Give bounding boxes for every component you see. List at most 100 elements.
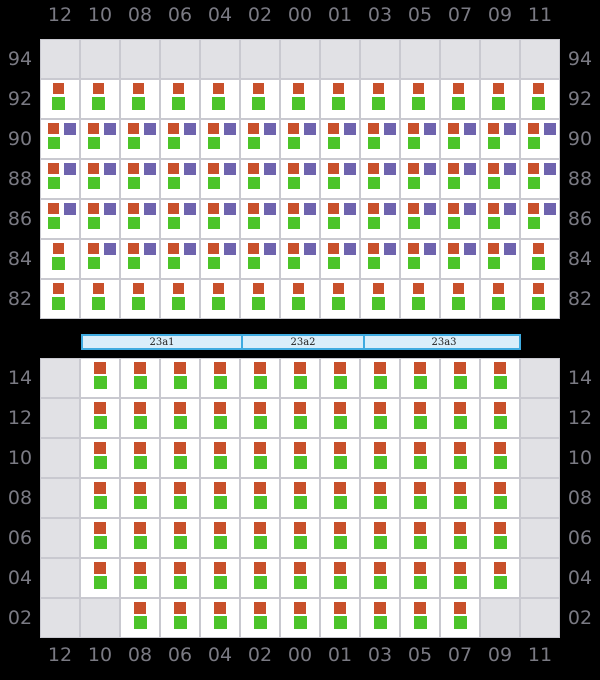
berth-cell[interactable] — [40, 239, 80, 279]
berth-cell[interactable] — [80, 119, 120, 159]
carriage-segment[interactable]: 23a3 — [363, 336, 523, 348]
berth-cell[interactable] — [40, 79, 80, 119]
berth-cell[interactable] — [160, 438, 200, 478]
berth-cell[interactable] — [200, 199, 240, 239]
berth-cell[interactable] — [160, 159, 200, 199]
berth-cell[interactable] — [400, 558, 440, 598]
berth-cell[interactable] — [240, 518, 280, 558]
berth-cell[interactable] — [120, 199, 160, 239]
berth-cell[interactable] — [440, 478, 480, 518]
berth-cell[interactable] — [200, 159, 240, 199]
berth-cell[interactable] — [360, 79, 400, 119]
berth-cell[interactable] — [160, 518, 200, 558]
berth-cell[interactable] — [240, 159, 280, 199]
berth-cell[interactable] — [80, 518, 120, 558]
berth-cell[interactable] — [120, 79, 160, 119]
berth-cell[interactable] — [400, 518, 440, 558]
berth-cell[interactable] — [400, 438, 440, 478]
berth-cell[interactable] — [160, 558, 200, 598]
berth-cell[interactable] — [200, 279, 240, 319]
berth-cell[interactable] — [120, 598, 160, 638]
berth-cell[interactable] — [520, 159, 560, 199]
berth-cell[interactable] — [240, 239, 280, 279]
berth-cell[interactable] — [280, 79, 320, 119]
berth-cell[interactable] — [280, 279, 320, 319]
carriage-segment[interactable]: 23a2 — [241, 336, 363, 348]
berth-cell[interactable] — [240, 119, 280, 159]
berth-cell[interactable] — [240, 199, 280, 239]
berth-cell[interactable] — [440, 358, 480, 398]
berth-cell[interactable] — [320, 478, 360, 518]
berth-cell[interactable] — [520, 199, 560, 239]
berth-cell[interactable] — [80, 279, 120, 319]
berth-cell[interactable] — [320, 279, 360, 319]
berth-cell[interactable] — [480, 478, 520, 518]
berth-cell[interactable] — [360, 598, 400, 638]
berth-cell[interactable] — [480, 358, 520, 398]
berth-cell[interactable] — [320, 358, 360, 398]
berth-cell[interactable] — [360, 279, 400, 319]
berth-cell[interactable] — [320, 159, 360, 199]
berth-cell[interactable] — [360, 358, 400, 398]
berth-cell[interactable] — [80, 79, 120, 119]
berth-cell[interactable] — [480, 438, 520, 478]
berth-cell[interactable] — [320, 558, 360, 598]
berth-cell[interactable] — [440, 199, 480, 239]
berth-cell[interactable] — [480, 279, 520, 319]
berth-cell[interactable] — [440, 398, 480, 438]
berth-cell[interactable] — [520, 119, 560, 159]
berth-cell[interactable] — [400, 119, 440, 159]
berth-cell[interactable] — [200, 239, 240, 279]
berth-cell[interactable] — [400, 199, 440, 239]
berth-cell[interactable] — [80, 358, 120, 398]
berth-cell[interactable] — [440, 119, 480, 159]
berth-cell[interactable] — [440, 239, 480, 279]
berth-cell[interactable] — [160, 598, 200, 638]
berth-cell[interactable] — [80, 398, 120, 438]
berth-cell[interactable] — [280, 119, 320, 159]
berth-cell[interactable] — [160, 358, 200, 398]
berth-cell[interactable] — [280, 159, 320, 199]
carriage-segment[interactable]: 23a1 — [149, 336, 175, 348]
berth-cell[interactable] — [200, 438, 240, 478]
berth-cell[interactable] — [440, 438, 480, 478]
berth-cell[interactable] — [400, 398, 440, 438]
berth-cell[interactable] — [80, 438, 120, 478]
berth-cell[interactable] — [400, 598, 440, 638]
berth-cell[interactable] — [280, 438, 320, 478]
berth-cell[interactable] — [520, 239, 560, 279]
berth-cell[interactable] — [240, 558, 280, 598]
berth-cell[interactable] — [400, 279, 440, 319]
berth-cell[interactable] — [400, 159, 440, 199]
berth-cell[interactable] — [440, 518, 480, 558]
berth-cell[interactable] — [320, 119, 360, 159]
berth-cell[interactable] — [480, 239, 520, 279]
berth-cell[interactable] — [160, 119, 200, 159]
berth-cell[interactable] — [360, 239, 400, 279]
berth-cell[interactable] — [120, 438, 160, 478]
berth-cell[interactable] — [120, 358, 160, 398]
berth-cell[interactable] — [80, 239, 120, 279]
berth-cell[interactable] — [160, 279, 200, 319]
berth-cell[interactable] — [320, 79, 360, 119]
berth-cell[interactable] — [440, 279, 480, 319]
berth-cell[interactable] — [200, 478, 240, 518]
berth-cell[interactable] — [360, 478, 400, 518]
berth-cell[interactable] — [280, 358, 320, 398]
berth-cell[interactable] — [120, 279, 160, 319]
berth-cell[interactable] — [400, 239, 440, 279]
berth-cell[interactable] — [40, 159, 80, 199]
berth-cell[interactable] — [160, 478, 200, 518]
berth-cell[interactable] — [200, 518, 240, 558]
berth-cell[interactable] — [120, 558, 160, 598]
berth-cell[interactable] — [200, 558, 240, 598]
berth-cell[interactable] — [400, 478, 440, 518]
berth-cell[interactable] — [160, 239, 200, 279]
berth-cell[interactable] — [320, 398, 360, 438]
berth-cell[interactable] — [200, 598, 240, 638]
berth-cell[interactable] — [320, 199, 360, 239]
berth-cell[interactable] — [80, 558, 120, 598]
berth-cell[interactable] — [280, 239, 320, 279]
berth-cell[interactable] — [160, 398, 200, 438]
berth-cell[interactable] — [360, 398, 400, 438]
